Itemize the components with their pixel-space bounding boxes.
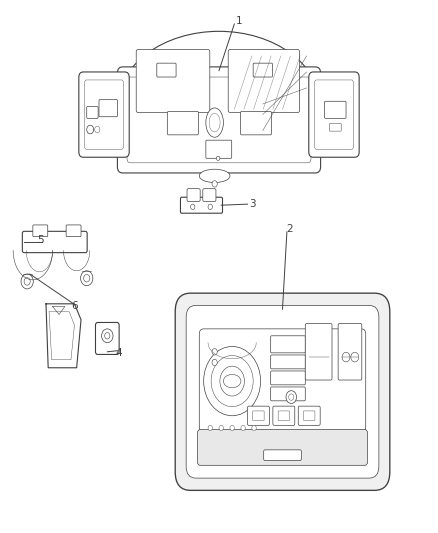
- Circle shape: [351, 352, 359, 362]
- FancyBboxPatch shape: [305, 324, 332, 380]
- FancyBboxPatch shape: [298, 406, 320, 425]
- FancyBboxPatch shape: [87, 107, 98, 118]
- FancyBboxPatch shape: [338, 324, 362, 380]
- FancyBboxPatch shape: [329, 124, 341, 131]
- FancyBboxPatch shape: [264, 450, 301, 461]
- Ellipse shape: [223, 374, 241, 387]
- FancyBboxPatch shape: [157, 63, 176, 77]
- FancyBboxPatch shape: [247, 406, 269, 425]
- FancyBboxPatch shape: [271, 371, 305, 385]
- Text: 5: 5: [37, 235, 44, 245]
- FancyBboxPatch shape: [240, 111, 272, 135]
- FancyBboxPatch shape: [228, 50, 300, 112]
- Circle shape: [220, 366, 244, 396]
- Text: 4: 4: [116, 348, 123, 358]
- FancyBboxPatch shape: [325, 101, 346, 118]
- Circle shape: [219, 425, 223, 431]
- Circle shape: [204, 346, 261, 416]
- FancyBboxPatch shape: [198, 430, 367, 465]
- Circle shape: [208, 425, 212, 431]
- FancyBboxPatch shape: [66, 225, 81, 237]
- Ellipse shape: [206, 108, 223, 137]
- Ellipse shape: [199, 169, 230, 182]
- Circle shape: [342, 352, 350, 362]
- FancyBboxPatch shape: [167, 111, 198, 135]
- FancyBboxPatch shape: [309, 72, 359, 157]
- Circle shape: [81, 271, 93, 286]
- FancyBboxPatch shape: [95, 322, 119, 354]
- FancyBboxPatch shape: [253, 411, 264, 421]
- FancyBboxPatch shape: [175, 293, 390, 490]
- FancyBboxPatch shape: [33, 225, 48, 237]
- FancyBboxPatch shape: [278, 411, 290, 421]
- FancyBboxPatch shape: [117, 67, 321, 173]
- Text: 6: 6: [71, 301, 78, 311]
- Circle shape: [24, 278, 30, 285]
- Circle shape: [21, 274, 33, 289]
- FancyBboxPatch shape: [99, 100, 117, 117]
- Circle shape: [95, 126, 100, 133]
- Text: 3: 3: [249, 199, 256, 209]
- FancyBboxPatch shape: [85, 80, 124, 149]
- Circle shape: [289, 394, 294, 400]
- FancyBboxPatch shape: [136, 50, 210, 112]
- FancyBboxPatch shape: [180, 197, 223, 213]
- FancyBboxPatch shape: [304, 411, 315, 421]
- FancyBboxPatch shape: [273, 406, 295, 425]
- Circle shape: [252, 425, 256, 431]
- FancyBboxPatch shape: [199, 329, 366, 432]
- Circle shape: [212, 359, 217, 366]
- Circle shape: [286, 391, 297, 403]
- Circle shape: [216, 156, 220, 160]
- FancyBboxPatch shape: [253, 63, 272, 77]
- Circle shape: [105, 333, 110, 339]
- FancyBboxPatch shape: [187, 189, 200, 201]
- FancyBboxPatch shape: [206, 140, 232, 158]
- Circle shape: [230, 425, 234, 431]
- FancyBboxPatch shape: [271, 355, 305, 369]
- FancyBboxPatch shape: [271, 387, 305, 401]
- Circle shape: [212, 181, 217, 187]
- Circle shape: [87, 125, 94, 134]
- FancyBboxPatch shape: [314, 80, 353, 149]
- Circle shape: [102, 329, 113, 343]
- Circle shape: [241, 425, 245, 431]
- FancyBboxPatch shape: [271, 336, 305, 353]
- FancyBboxPatch shape: [127, 77, 311, 163]
- Circle shape: [191, 204, 195, 209]
- Ellipse shape: [209, 114, 220, 132]
- Circle shape: [212, 349, 217, 355]
- Circle shape: [211, 356, 253, 407]
- FancyBboxPatch shape: [186, 305, 379, 478]
- Text: 1: 1: [235, 17, 242, 26]
- Text: 2: 2: [286, 224, 293, 234]
- Circle shape: [84, 274, 90, 282]
- FancyBboxPatch shape: [22, 231, 87, 253]
- Circle shape: [208, 204, 212, 209]
- FancyBboxPatch shape: [79, 72, 129, 157]
- FancyBboxPatch shape: [203, 189, 216, 201]
